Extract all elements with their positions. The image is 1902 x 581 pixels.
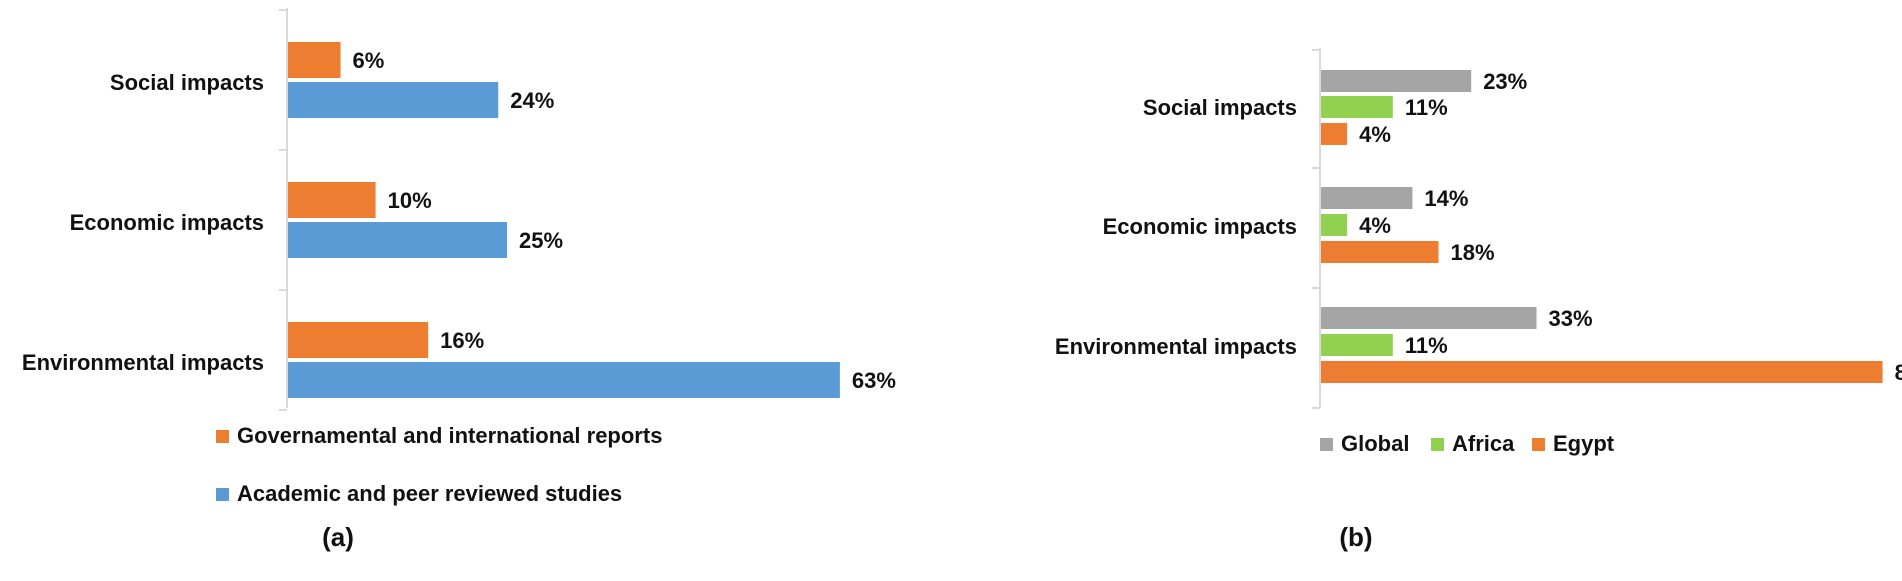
legend-swatch — [1532, 438, 1545, 451]
legend-swatch — [216, 430, 229, 443]
data-label: 86% — [1895, 360, 1902, 385]
data-label: 10% — [388, 188, 432, 213]
data-label: 4% — [1359, 213, 1391, 238]
category-label: Environmental impacts — [1055, 334, 1297, 359]
data-label: 18% — [1451, 240, 1495, 265]
legend-entry: Egypt — [1553, 431, 1615, 456]
bar-academic-2 — [288, 362, 840, 398]
data-label: 4% — [1359, 122, 1391, 147]
category-label: Economic impacts — [70, 210, 264, 235]
data-label: 33% — [1548, 306, 1592, 331]
data-label: 16% — [440, 328, 484, 353]
legend-swatch — [1320, 438, 1333, 451]
bar-egypt-0 — [1321, 123, 1348, 145]
chart-panel-a: Social impacts Economic impacts Environmen… — [22, 8, 896, 552]
bar-governamental-0 — [288, 42, 341, 78]
category-label: Social impacts — [1143, 95, 1297, 120]
legend-entry: Governamental and international reports — [237, 423, 662, 448]
bar-academic-0 — [288, 82, 499, 118]
data-label: 14% — [1424, 186, 1468, 211]
category-label: Environmental impacts — [22, 350, 264, 375]
legend-entry: Academic and peer reviewed studies — [237, 481, 622, 506]
panel-label-b: (b) — [1339, 522, 1372, 552]
legend-entry: Africa — [1452, 431, 1515, 456]
chart-panel-b: Social impacts Economic impacts Environmen… — [1055, 48, 1902, 552]
bar-africa-2 — [1321, 334, 1393, 356]
data-label: 24% — [510, 88, 554, 113]
bar-governamental-2 — [288, 322, 429, 358]
legend-entry: Global — [1341, 431, 1409, 456]
data-label: 63% — [852, 368, 896, 393]
bar-global-0 — [1321, 70, 1472, 92]
panel-label-a: (a) — [322, 522, 354, 552]
bar-governamental-1 — [288, 182, 376, 218]
category-label: Economic impacts — [1103, 214, 1297, 239]
bar-egypt-2 — [1321, 361, 1883, 383]
bar-egypt-1 — [1321, 241, 1439, 263]
bar-global-1 — [1321, 187, 1413, 209]
data-label: 11% — [1405, 333, 1448, 358]
bar-academic-1 — [288, 222, 507, 258]
data-label: 6% — [353, 48, 385, 73]
legend-swatch — [216, 488, 229, 501]
data-label: 25% — [519, 228, 563, 253]
legend-swatch — [1431, 438, 1444, 451]
data-label: 11% — [1405, 95, 1448, 120]
data-label: 23% — [1483, 69, 1527, 94]
bar-africa-1 — [1321, 214, 1348, 236]
bar-africa-0 — [1321, 96, 1393, 118]
category-label: Social impacts — [110, 70, 264, 95]
bar-global-2 — [1321, 307, 1537, 329]
